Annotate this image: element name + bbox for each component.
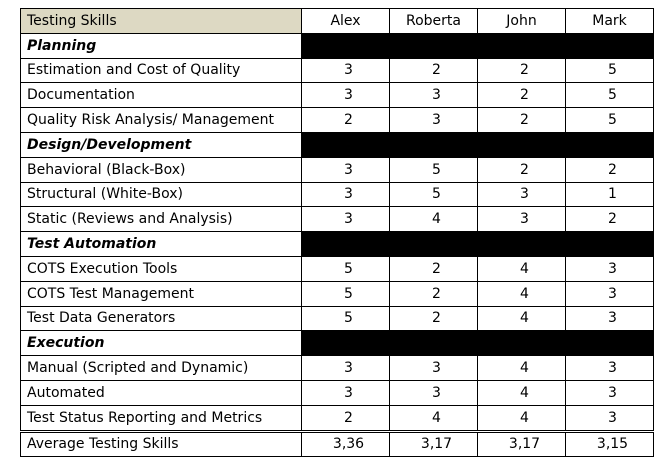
skill-cell: COTS Execution Tools — [20, 255, 302, 282]
skill-cell: Test Data Generators — [20, 305, 302, 332]
score-cell-roberta: 3 — [389, 355, 478, 381]
section-label: Planning — [20, 32, 302, 59]
average-cell-mark: 3,15 — [565, 429, 654, 458]
score-cell-roberta: 4 — [389, 404, 478, 432]
score-cell-alex: 5 — [301, 305, 390, 332]
score-cell-alex: 2 — [301, 107, 390, 133]
skill-cell: Quality Risk Analysis/ Management — [20, 107, 302, 133]
score-cell-mark: 5 — [565, 107, 654, 133]
table-row: Automated 3 3 4 3 — [20, 379, 654, 406]
average-cell-alex: 3,36 — [301, 429, 390, 458]
table-row: COTS Test Management 5 2 4 3 — [20, 280, 654, 307]
section-fill-bar — [301, 32, 654, 59]
table-row: Manual (Scripted and Dynamic) 3 3 4 3 — [20, 355, 654, 381]
skill-cell: Estimation and Cost of Quality — [20, 57, 302, 84]
score-cell-roberta: 2 — [389, 280, 478, 307]
table-row: Estimation and Cost of Quality 3 2 2 5 — [20, 57, 654, 84]
score-cell-alex: 3 — [301, 82, 390, 109]
average-cell-roberta: 3,17 — [389, 429, 478, 458]
testing-skills-table: Testing Skills Alex Roberta John Mark Pl… — [20, 8, 654, 458]
score-cell-mark: 3 — [565, 355, 654, 381]
score-cell-alex: 3 — [301, 181, 390, 208]
section-fill-bar — [301, 131, 654, 158]
score-cell-mark: 2 — [565, 156, 654, 183]
table-row: Behavioral (Black-Box) 3 5 2 2 — [20, 156, 654, 183]
skill-cell: Documentation — [20, 82, 302, 109]
score-cell-john: 4 — [477, 355, 566, 381]
score-cell-roberta: 5 — [389, 156, 478, 183]
skill-cell: COTS Test Management — [20, 280, 302, 307]
column-header-roberta: Roberta — [389, 8, 478, 34]
section-fill-bar — [301, 330, 654, 357]
score-cell-mark: 5 — [565, 82, 654, 109]
score-cell-john: 3 — [477, 181, 566, 208]
table-row: Structural (White-Box) 3 5 3 1 — [20, 181, 654, 208]
score-cell-alex: 5 — [301, 255, 390, 282]
skill-cell: Automated — [20, 379, 302, 406]
table-row: Documentation 3 3 2 5 — [20, 82, 654, 109]
score-cell-john: 4 — [477, 404, 566, 432]
section-label: Test Automation — [20, 231, 302, 257]
score-cell-mark: 5 — [565, 57, 654, 84]
score-cell-alex: 3 — [301, 379, 390, 406]
skill-cell: Manual (Scripted and Dynamic) — [20, 355, 302, 381]
section-row-test-automation: Test Automation — [20, 231, 654, 257]
table-row: Test Status Reporting and Metrics 2 4 4 … — [20, 404, 654, 432]
section-label: Design/Development — [20, 131, 302, 158]
score-cell-john: 2 — [477, 57, 566, 84]
score-cell-john: 4 — [477, 379, 566, 406]
score-cell-roberta: 3 — [389, 82, 478, 109]
column-header-alex: Alex — [301, 8, 390, 34]
score-cell-alex: 5 — [301, 280, 390, 307]
section-fill-bar — [301, 231, 654, 257]
score-cell-roberta: 3 — [389, 107, 478, 133]
table-row: Static (Reviews and Analysis) 3 4 3 2 — [20, 206, 654, 233]
score-cell-mark: 3 — [565, 305, 654, 332]
table-body: Testing Skills Alex Roberta John Mark Pl… — [20, 8, 654, 458]
skill-cell: Behavioral (Black-Box) — [20, 156, 302, 183]
section-label: Execution — [20, 330, 302, 357]
score-cell-roberta: 4 — [389, 206, 478, 233]
section-row-design-development: Design/Development — [20, 131, 654, 158]
score-cell-john: 2 — [477, 107, 566, 133]
average-cell-john: 3,17 — [477, 429, 566, 458]
score-cell-roberta: 2 — [389, 57, 478, 84]
score-cell-alex: 3 — [301, 206, 390, 233]
column-header-mark: Mark — [565, 8, 654, 34]
skills-table-container: Testing Skills Alex Roberta John Mark Pl… — [20, 8, 654, 458]
score-cell-alex: 3 — [301, 355, 390, 381]
score-cell-mark: 3 — [565, 404, 654, 432]
average-row: Average Testing Skills 3,36 3,17 3,17 3,… — [20, 429, 654, 458]
score-cell-john: 4 — [477, 280, 566, 307]
score-cell-roberta: 3 — [389, 379, 478, 406]
score-cell-roberta: 2 — [389, 255, 478, 282]
section-row-planning: Planning — [20, 32, 654, 59]
score-cell-mark: 1 — [565, 181, 654, 208]
score-cell-alex: 3 — [301, 156, 390, 183]
score-cell-alex: 3 — [301, 57, 390, 84]
score-cell-mark: 3 — [565, 379, 654, 406]
table-row: Quality Risk Analysis/ Management 2 3 2 … — [20, 107, 654, 133]
column-header-john: John — [477, 8, 566, 34]
score-cell-john: 4 — [477, 255, 566, 282]
skill-cell: Structural (White-Box) — [20, 181, 302, 208]
skill-cell: Static (Reviews and Analysis) — [20, 206, 302, 233]
table-row: Test Data Generators 5 2 4 3 — [20, 305, 654, 332]
score-cell-alex: 2 — [301, 404, 390, 432]
section-row-execution: Execution — [20, 330, 654, 357]
skill-cell: Test Status Reporting and Metrics — [20, 404, 302, 432]
average-label: Average Testing Skills — [20, 429, 302, 458]
score-cell-john: 2 — [477, 82, 566, 109]
score-cell-john: 3 — [477, 206, 566, 233]
score-cell-john: 2 — [477, 156, 566, 183]
column-header-testing-skills: Testing Skills — [20, 8, 302, 34]
score-cell-mark: 2 — [565, 206, 654, 233]
score-cell-mark: 3 — [565, 255, 654, 282]
score-cell-roberta: 5 — [389, 181, 478, 208]
score-cell-roberta: 2 — [389, 305, 478, 332]
header-row: Testing Skills Alex Roberta John Mark — [20, 8, 654, 34]
score-cell-mark: 3 — [565, 280, 654, 307]
table-row: COTS Execution Tools 5 2 4 3 — [20, 255, 654, 282]
score-cell-john: 4 — [477, 305, 566, 332]
